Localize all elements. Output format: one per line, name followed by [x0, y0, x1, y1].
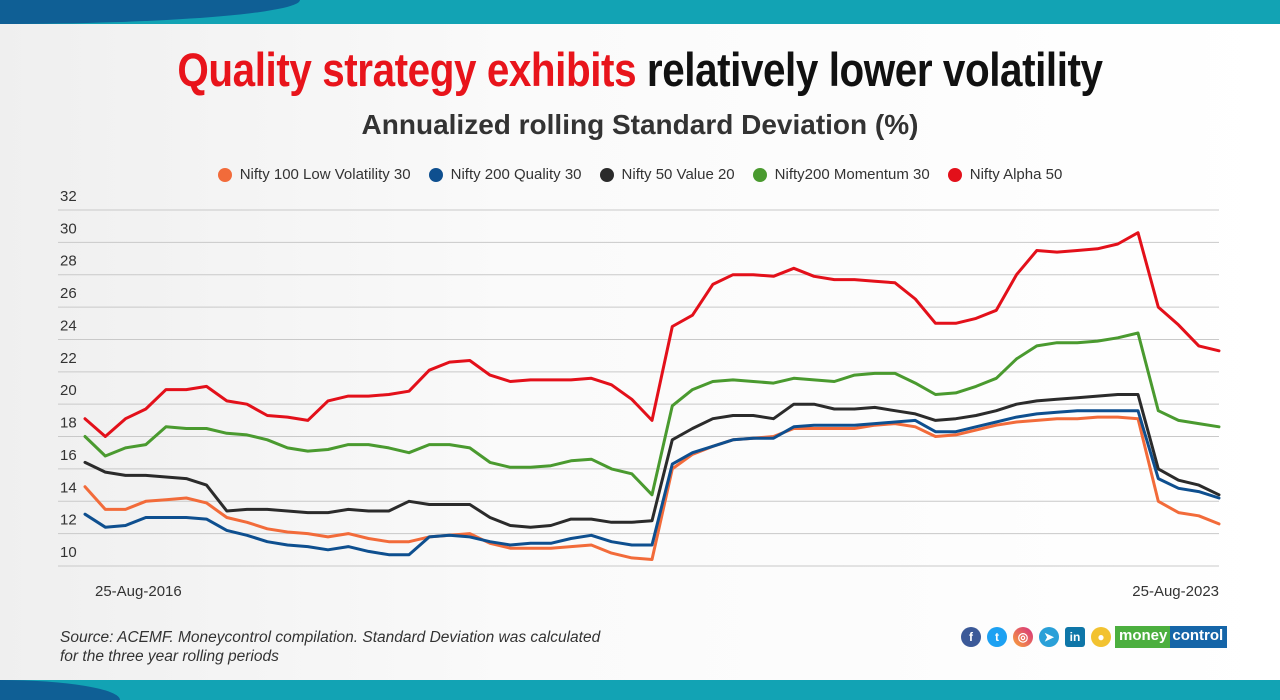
legend-label: Nifty200 Momentum 30 [774, 166, 930, 183]
legend-marker [599, 167, 614, 182]
logo-part-money: money [1115, 626, 1171, 648]
source-line-2: for the three year rolling periods [60, 648, 279, 665]
telegram-icon[interactable]: ➤ [1039, 627, 1059, 647]
legend-item: Nifty 50 Value 20 [599, 166, 735, 183]
y-tick-label: 14 [60, 479, 77, 496]
x-tick-label: 25-Aug-2023 [1132, 583, 1219, 600]
top-decorative-band [0, 0, 1280, 24]
y-tick-label: 12 [60, 512, 77, 529]
series-line-nifty-100-low-volatility-30 [83, 415, 1221, 561]
series-line-nifty-50-value-20 [83, 393, 1221, 529]
linkedin-icon[interactable]: in [1065, 627, 1085, 647]
legend-marker [947, 167, 962, 182]
y-tick-label: 28 [60, 253, 77, 270]
legend-item: Nifty200 Momentum 30 [752, 166, 930, 183]
koo-icon[interactable]: ● [1091, 627, 1111, 647]
series-line-nifty-alpha-50 [83, 231, 1221, 438]
legend-item: Nifty 100 Low Volatility 30 [217, 166, 411, 183]
headline-rest: relatively lower volatility [636, 43, 1103, 96]
legend-marker [428, 167, 443, 182]
legend-marker [217, 167, 232, 182]
legend-marker [752, 167, 767, 182]
moneycontrol-logo: money control [1115, 626, 1228, 648]
twitter-icon[interactable]: t [987, 627, 1007, 647]
y-tick-label: 10 [60, 544, 77, 561]
chart-legend: Nifty 100 Low Volatility 30 Nifty 200 Qua… [0, 166, 1280, 183]
x-tick-label: 25-Aug-2016 [95, 583, 182, 600]
y-tick-label: 18 [60, 415, 77, 432]
y-tick-label: 26 [60, 285, 77, 302]
y-tick-label: 30 [60, 220, 77, 237]
y-tick-label: 32 [60, 188, 77, 205]
series-line-nifty200-momentum-30 [83, 331, 1221, 497]
y-tick-label: 24 [60, 317, 77, 334]
source-line-1: Source: ACEMF. Moneycontrol compilation.… [60, 629, 601, 646]
logo-part-control: control [1170, 626, 1228, 648]
bottom-decorative-band [0, 680, 1280, 700]
legend-label: Nifty 50 Value 20 [621, 166, 735, 183]
facebook-icon[interactable]: f [961, 627, 981, 647]
legend-label: Nifty 200 Quality 30 [450, 166, 582, 183]
legend-label: Nifty Alpha 50 [969, 166, 1063, 183]
headline: Quality strategy exhibits relatively low… [90, 42, 1191, 98]
instagram-icon[interactable]: ◎ [1013, 627, 1033, 647]
y-tick-label: 20 [60, 382, 77, 399]
headline-highlight: Quality strategy exhibits [177, 43, 637, 96]
chart-card [0, 24, 1280, 680]
y-tick-label: 22 [60, 350, 77, 367]
social-links: f t ◎ ➤ in ● [961, 627, 1111, 647]
source-note: Source: ACEMF. Moneycontrol compilation.… [60, 628, 600, 666]
y-tick-label: 16 [60, 447, 77, 464]
series-line-nifty-200-quality-30 [83, 409, 1221, 557]
legend-label: Nifty 100 Low Volatility 30 [239, 166, 411, 183]
legend-item: Nifty 200 Quality 30 [428, 166, 582, 183]
legend-item: Nifty Alpha 50 [947, 166, 1063, 183]
chart-subtitle: Annualized rolling Standard Deviation (%… [361, 109, 919, 140]
